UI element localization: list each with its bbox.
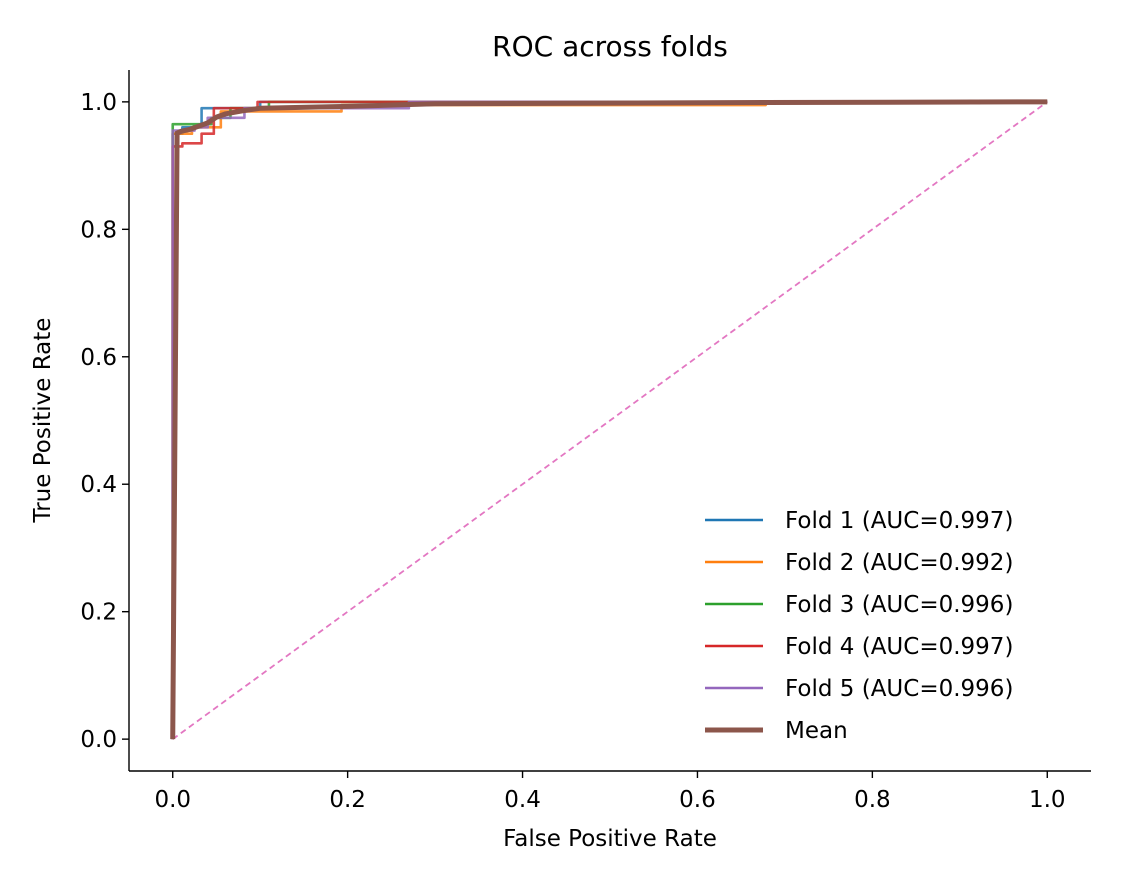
y-tick-label: 0.2 — [80, 600, 117, 626]
y-tick-label: 1.0 — [80, 90, 117, 116]
x-tick-label: 1.0 — [1029, 787, 1066, 813]
legend-entry-label: Mean — [785, 718, 848, 744]
legend-entry-label: Fold 2 (AUC=0.992) — [785, 550, 1013, 576]
legend-entry-label: Fold 1 (AUC=0.997) — [785, 508, 1013, 534]
chart-title: ROC across folds — [492, 30, 728, 63]
y-tick-label: 0.6 — [80, 345, 117, 371]
y-tick-label: 0.4 — [80, 472, 117, 498]
x-axis-label: False Positive Rate — [503, 826, 717, 852]
series-line-mean — [170, 99, 1048, 740]
series-layer — [170, 99, 1048, 740]
plot-area — [170, 99, 1048, 740]
reference-line-layer — [172, 101, 1048, 740]
x-axis-ticks: 0.0 0.2 0.4 0.6 0.8 1.0 — [154, 771, 1066, 813]
x-tick-label: 0.4 — [504, 787, 541, 813]
y-tick-label: 0.0 — [80, 727, 117, 753]
x-tick-label: 0.0 — [154, 787, 191, 813]
x-tick-label: 0.2 — [329, 787, 366, 813]
legend: Fold 1 (AUC=0.997) Fold 2 (AUC=0.992) Fold… — [705, 508, 1013, 744]
y-tick-label: 0.8 — [80, 217, 117, 243]
legend-entry-label: Fold 5 (AUC=0.996) — [785, 676, 1013, 702]
x-tick-label: 0.8 — [854, 787, 891, 813]
chance-diagonal-line — [172, 101, 1048, 740]
x-tick-label: 0.6 — [679, 787, 716, 813]
legend-entry-label: Fold 4 (AUC=0.997) — [785, 634, 1013, 660]
legend-entry-label: Fold 3 (AUC=0.996) — [785, 592, 1013, 618]
y-axis-label: True Positive Rate — [30, 318, 56, 524]
y-axis-ticks: 0.0 0.2 0.4 0.6 0.8 1.0 — [80, 90, 129, 753]
